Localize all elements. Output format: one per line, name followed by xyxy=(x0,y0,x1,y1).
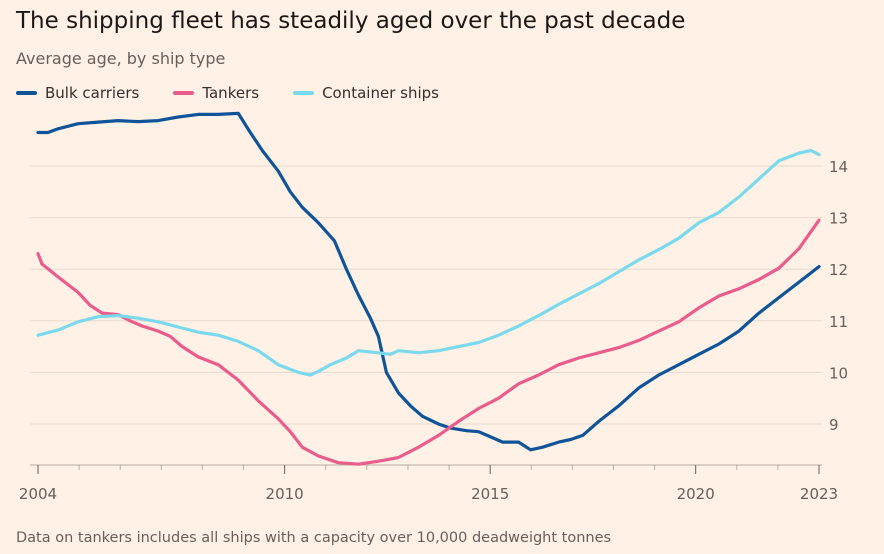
x-tick-label-2020: 2020 xyxy=(677,485,715,503)
y-tick-label-12: 12 xyxy=(829,261,848,279)
gridlines xyxy=(30,165,822,425)
legend-swatch-tankers xyxy=(173,91,195,95)
x-tick-label-2010: 2010 xyxy=(266,485,304,503)
series-line-container-ships xyxy=(36,148,821,377)
y-tick-label-10: 10 xyxy=(829,364,848,382)
y-tick-label-9: 9 xyxy=(829,416,839,434)
series-lines xyxy=(36,111,821,466)
x-tick-label-2004: 2004 xyxy=(19,485,57,503)
chart-title: The shipping fleet has steadily aged ove… xyxy=(16,8,686,34)
legend-item-container-ships: Container ships xyxy=(293,84,439,102)
legend-label-container-ships: Container ships xyxy=(322,84,439,102)
tick-labels: 9 10 11 12 13 14 2004 2010 2015 2020 2023 xyxy=(19,158,848,503)
legend-swatch-container-ships xyxy=(293,91,315,95)
y-tick-label-13: 13 xyxy=(829,210,848,228)
legend-item-bulk-carriers: Bulk carriers xyxy=(16,84,139,102)
y-tick-label-11: 11 xyxy=(829,313,848,331)
chart-footnote: Data on tankers includes all ships with … xyxy=(16,530,612,546)
legend-label-tankers: Tankers xyxy=(202,84,260,102)
legend-label-bulk-carriers: Bulk carriers xyxy=(45,84,140,102)
legend-swatch-bulk-carriers xyxy=(16,91,37,95)
x-tick-label-2023: 2023 xyxy=(800,485,838,503)
chart-subtitle: Average age, by ship type xyxy=(16,49,226,68)
series-line-bulk-carriers xyxy=(36,111,821,452)
y-tick-label-14: 14 xyxy=(829,158,848,176)
chart-legend: Bulk carriers Tankers Container ships xyxy=(16,84,473,102)
series-line-tankers xyxy=(36,218,821,466)
x-axis xyxy=(30,464,822,474)
x-tick-label-2015: 2015 xyxy=(471,485,509,503)
legend-item-tankers: Tankers xyxy=(173,84,259,102)
